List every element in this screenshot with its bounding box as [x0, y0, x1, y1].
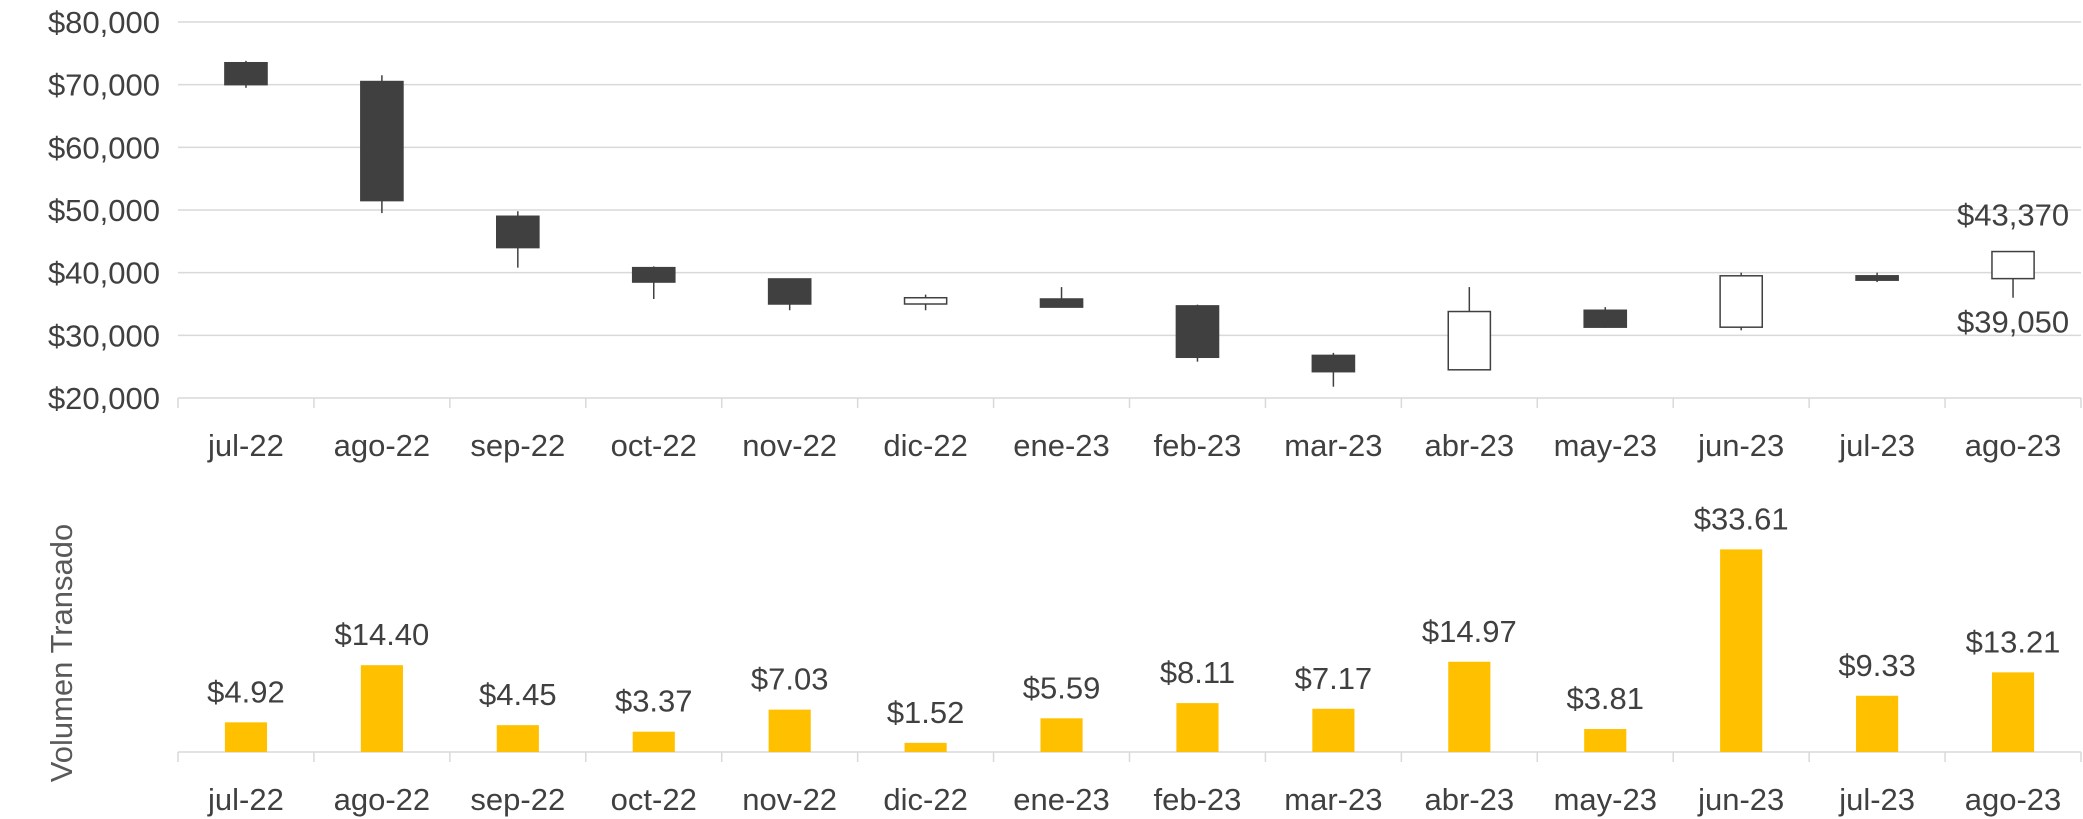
- y-tick-label: $50,000: [48, 193, 160, 228]
- candle-body: [224, 61, 268, 86]
- x-tick-label: jul-22: [207, 428, 284, 463]
- x-tick-label: sep-22: [470, 428, 565, 463]
- x-tick-label: oct-22: [611, 782, 697, 817]
- x-tick-label: may-23: [1554, 428, 1657, 463]
- data-label: $8.11: [1160, 655, 1235, 690]
- y-tick-label: $70,000: [48, 68, 160, 103]
- y-tick-label: $20,000: [48, 381, 160, 416]
- volume-bar: [1040, 718, 1083, 752]
- candlestick-chart: $20,000 $30,000 $40,000 $50,000 $60,000 $70,0…: [48, 5, 2082, 463]
- data-label: $14.97: [1422, 614, 1517, 649]
- x-tick-label: feb-23: [1154, 782, 1242, 817]
- x-tick-label: feb-23: [1154, 428, 1242, 463]
- candle-body: [1447, 310, 1492, 371]
- y-tick-label: $80,000: [48, 5, 160, 40]
- volume-bar: [1856, 695, 1899, 752]
- candle-body: [496, 215, 540, 249]
- data-label: $14.40: [334, 617, 429, 652]
- x-tick-label: may-23: [1554, 782, 1657, 817]
- volume-bar: [224, 722, 268, 752]
- volume-bar: [1312, 708, 1355, 752]
- x-tick-label: jul-23: [1838, 428, 1915, 463]
- volume-bar: [360, 665, 403, 752]
- x-tick-label: sep-22: [470, 782, 565, 817]
- data-label: $1.52: [887, 695, 965, 730]
- x-tick-label: ene-23: [1013, 428, 1110, 463]
- data-label: $9.33: [1838, 648, 1916, 683]
- x-tick-label: ene-23: [1013, 782, 1110, 817]
- candle-body: [903, 296, 948, 305]
- volume-bar: [496, 725, 539, 752]
- candle-body: [1175, 305, 1220, 359]
- candle-body: [1311, 354, 1356, 373]
- x-tick-label: jul-23: [1838, 782, 1915, 817]
- y-tick-label: $30,000: [48, 318, 160, 353]
- data-label: $7.03: [751, 662, 829, 697]
- volume-bar: [1991, 672, 2035, 752]
- volume-bar: [1176, 703, 1219, 752]
- candle-body: [767, 278, 812, 305]
- candle-body: [1583, 309, 1628, 328]
- x-tick-label: ago-22: [334, 782, 431, 817]
- x-tick-label: oct-22: [611, 428, 697, 463]
- volume-bar: [904, 742, 947, 752]
- volume-bar: [1720, 549, 1763, 752]
- volume-bar-chart: jul-22 ago-22 sep-22 oct-22 nov-22 dic-22 ene-…: [44, 501, 2082, 817]
- volume-bar: [1448, 661, 1491, 752]
- candle-body: [631, 266, 676, 283]
- x-tick-label: nov-22: [742, 428, 837, 463]
- volume-bar: [632, 731, 675, 752]
- volume-bar: [1584, 729, 1627, 752]
- y-axis-title: Volumen Transado: [44, 524, 79, 783]
- data-label: $3.81: [1566, 681, 1644, 716]
- candle-body: [1719, 275, 1763, 328]
- x-tick-label: jul-22: [207, 782, 284, 817]
- y-tick-label: $60,000: [48, 130, 160, 165]
- candle-body: [360, 80, 404, 202]
- x-tick-label: mar-23: [1284, 782, 1382, 817]
- data-label: $7.17: [1295, 661, 1373, 696]
- volume-bar: [768, 709, 811, 752]
- data-label: $4.45: [479, 677, 557, 712]
- x-tick-label: mar-23: [1284, 428, 1382, 463]
- data-label: $33.61: [1694, 501, 1789, 536]
- data-label: $13.21: [1966, 624, 2061, 659]
- x-tick-label: ago-23: [1965, 428, 2062, 463]
- data-label: $5.59: [1023, 670, 1101, 705]
- x-tick-label: ago-23: [1965, 782, 2062, 817]
- data-label: $4.92: [207, 674, 285, 709]
- candle-body: [1855, 275, 1899, 281]
- candle-body: [1039, 298, 1084, 308]
- x-tick-label: jun-23: [1697, 782, 1784, 817]
- x-tick-label: jun-23: [1697, 428, 1784, 463]
- data-label: $3.37: [615, 684, 693, 719]
- candle-body: [1991, 250, 2035, 280]
- x-tick-label: dic-22: [883, 782, 967, 817]
- x-tick-label: abr-23: [1425, 428, 1515, 463]
- data-label: $39,050: [1957, 305, 2069, 340]
- x-tick-label: dic-22: [883, 428, 967, 463]
- x-tick-label: nov-22: [742, 782, 837, 817]
- x-tick-label: abr-23: [1425, 782, 1515, 817]
- x-tick-label: ago-22: [334, 428, 431, 463]
- y-tick-label: $40,000: [48, 256, 160, 291]
- data-label: $43,370: [1957, 198, 2069, 233]
